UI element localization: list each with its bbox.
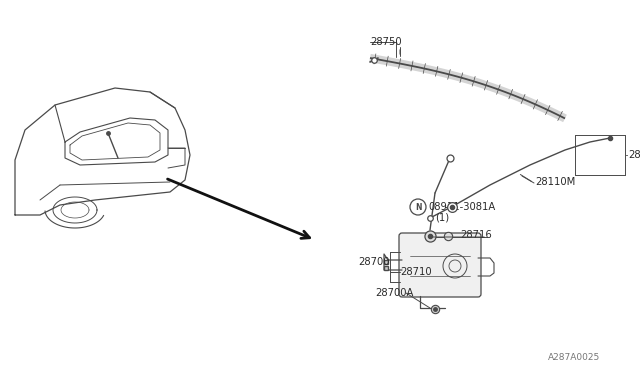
Text: 28750: 28750 xyxy=(370,37,402,47)
Text: A287A0025: A287A0025 xyxy=(548,353,600,362)
FancyBboxPatch shape xyxy=(399,233,481,297)
Text: N: N xyxy=(415,202,421,212)
Text: 08911-3081A: 08911-3081A xyxy=(428,202,495,212)
Text: 28716: 28716 xyxy=(460,230,492,240)
Text: 28755: 28755 xyxy=(628,150,640,160)
Text: 28700: 28700 xyxy=(358,257,390,267)
Text: (1): (1) xyxy=(435,213,449,223)
Text: 28110M: 28110M xyxy=(535,177,575,187)
Text: 28700A: 28700A xyxy=(375,288,413,298)
Text: 28710: 28710 xyxy=(400,267,431,277)
